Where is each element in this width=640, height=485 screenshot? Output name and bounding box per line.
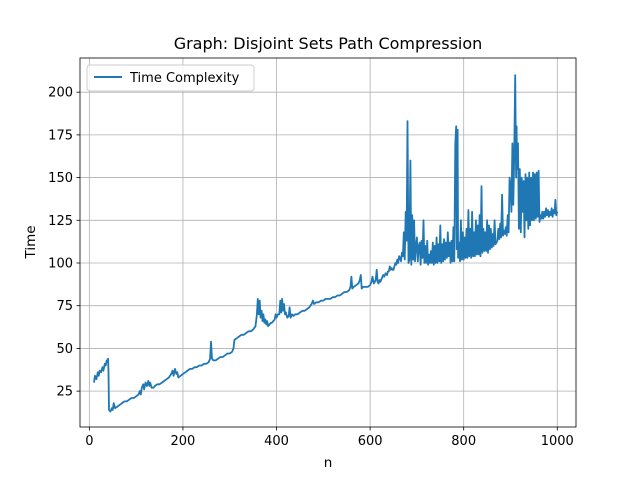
x-tick-label: 0 (85, 434, 93, 449)
y-axis-label: Time (23, 225, 39, 259)
y-tick-label: 75 (56, 299, 73, 314)
y-tick-label: 150 (48, 171, 73, 186)
series-line-time-complexity (93, 74, 559, 413)
y-tick-label: 50 (56, 342, 73, 357)
x-tick-label: 1000 (541, 434, 574, 449)
x-tick-label: 800 (451, 434, 476, 449)
y-tick-label: 100 (48, 257, 73, 272)
grid-lines (80, 58, 576, 427)
plot-frame (79, 57, 577, 428)
y-tick-label: 125 (48, 214, 73, 229)
x-tick-label: 400 (264, 434, 289, 449)
chart-title: Graph: Disjoint Sets Path Compression (174, 34, 483, 53)
x-tick-label: 600 (358, 434, 383, 449)
legend: Time Complexity (86, 64, 255, 92)
series-layer (93, 74, 559, 413)
y-tick-label: 175 (48, 128, 73, 143)
y-tick-label: 200 (48, 86, 73, 101)
x-tick-label: 200 (171, 434, 196, 449)
ticks: 0 200 400 600 800 1000 25 50 75 100 125 150 175 200 (48, 86, 574, 449)
x-axis-label: n (324, 455, 333, 471)
legend-box (86, 64, 255, 92)
legend-label: Time Complexity (129, 71, 240, 86)
y-tick-label: 25 (56, 385, 73, 400)
